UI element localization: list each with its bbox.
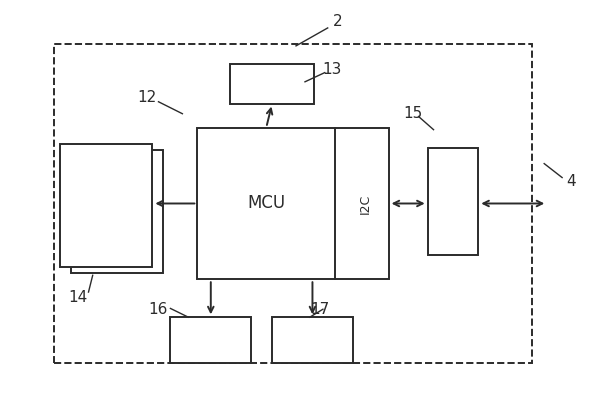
Text: I2C: I2C [358,194,371,213]
FancyBboxPatch shape [272,317,353,363]
Text: 17: 17 [310,302,329,317]
Text: 14: 14 [68,290,87,305]
Text: 16: 16 [149,302,168,317]
Text: 13: 13 [322,62,341,77]
FancyBboxPatch shape [170,317,251,363]
Text: 4: 4 [566,174,576,189]
FancyBboxPatch shape [60,144,152,267]
Text: 15: 15 [403,106,422,121]
Text: 2: 2 [333,14,343,30]
Text: MCU: MCU [247,194,285,213]
FancyBboxPatch shape [230,64,314,104]
FancyBboxPatch shape [71,150,163,273]
Text: 12: 12 [137,90,156,105]
FancyBboxPatch shape [197,128,389,279]
FancyBboxPatch shape [428,148,478,255]
